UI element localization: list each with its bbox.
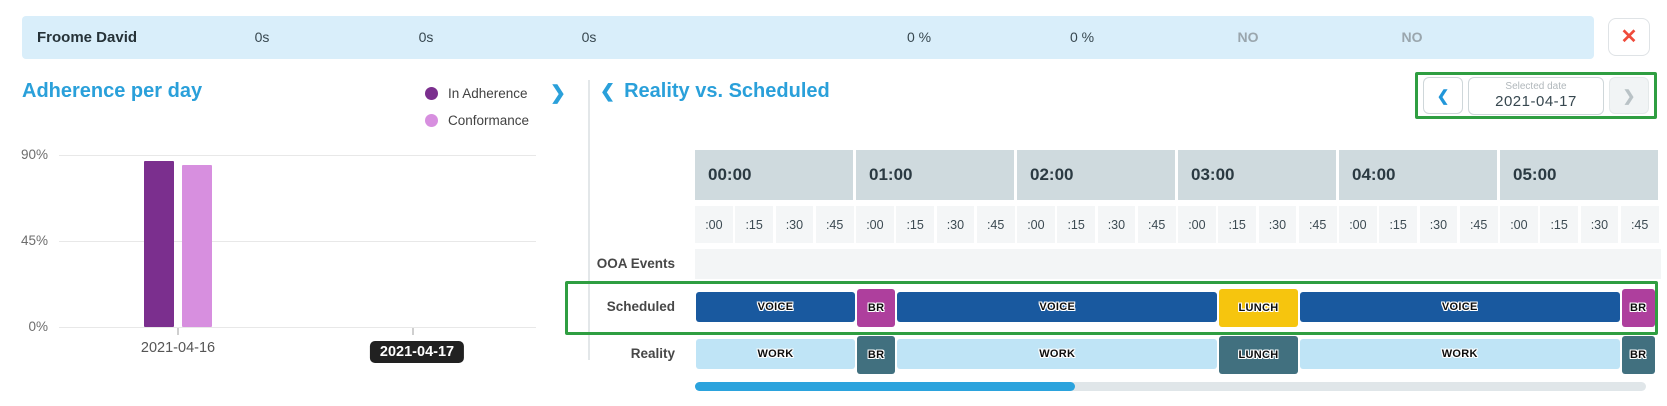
schedule-block-lunch[interactable]: LUNCH [1219,289,1298,327]
prev-date-button[interactable]: ❮ [1423,77,1463,114]
quarter-cell: :15 [1218,206,1257,243]
gridline-45 [59,241,536,242]
chevron-right-icon[interactable]: ❯ [550,83,566,104]
close-icon: ✕ [1620,26,1638,48]
scrollbar-thumb[interactable] [695,382,1075,391]
legend-item[interactable]: In Adherence [425,82,529,104]
gridline-90 [59,155,536,156]
summary-value: 0 % [1069,29,1095,45]
summary-value: NO [1237,29,1259,45]
close-button[interactable]: ✕ [1608,18,1650,56]
xtick-mark [412,328,414,335]
quarter-cell: :00 [695,206,733,243]
ytick-45: 45% [20,233,48,248]
schedule-block-lunch[interactable]: LUNCH [1219,336,1298,374]
schedule-block-br[interactable]: BR [857,289,896,327]
schedule-block-br[interactable]: BR [1621,289,1655,327]
date-navigator-annotation: ❮ Selected date 2021-04-17 ❯ [1415,72,1657,119]
quarter-cell: :45 [976,206,1015,243]
quarter-cell: :00 [1178,206,1216,243]
chart-bar-in-adherence[interactable] [144,160,174,327]
xtick-label: 2021-04-16 [140,340,216,356]
quarter-cell: :00 [1017,206,1055,243]
quarter-cell: :45 [1298,206,1337,243]
quarter-cell: :15 [1379,206,1418,243]
agent-summary-bar[interactable]: Froome David 0s 0s 0s 0 % 0 % NO NO [22,16,1594,59]
quarter-cell: :15 [1540,206,1579,243]
schedule-block-br[interactable]: BR [1621,336,1655,374]
hour-cell: 01:00 [856,150,1014,200]
schedule-block-work[interactable]: WORK [696,339,855,369]
row-label-reality: Reality [630,346,675,361]
quarter-cell: :45 [1620,206,1659,243]
selected-date-tooltip: 2021-04-17 [369,341,465,363]
quarter-cell: :15 [1057,206,1096,243]
scheduled-row-annotation [565,281,1658,335]
summary-value: 0s [418,29,434,45]
adherence-legend: In Adherence Conformance [425,82,529,136]
legend-item[interactable]: Conformance [425,109,529,131]
quarter-cell: :30 [936,206,975,243]
xtick-mark [177,328,179,335]
horizontal-scrollbar[interactable] [695,382,1646,391]
summary-value: 0 % [906,29,932,45]
selected-date-label: Selected date [1505,81,1567,92]
summary-value: 0s [581,29,597,45]
schedule-block-work[interactable]: WORK [897,339,1218,369]
chevron-right-icon: ❯ [1622,87,1636,105]
summary-value: NO [1401,29,1423,45]
quarter-cell: :45 [1459,206,1498,243]
gridline-0 [59,327,536,328]
schedule-block-voice[interactable]: VOICE [696,292,855,322]
quarter-cell: :15 [896,206,935,243]
quarter-cell: :45 [1137,206,1176,243]
quarter-cell: :45 [815,206,854,243]
schedule-block-br[interactable]: BR [857,336,896,374]
quarter-cell: :30 [775,206,814,243]
agent-name: Froome David [37,29,138,46]
hour-cell: 04:00 [1339,150,1497,200]
selected-date-field[interactable]: Selected date 2021-04-17 [1468,76,1604,115]
quarter-cell: :30 [1258,206,1297,243]
quarter-cell: :00 [1500,206,1538,243]
hour-cell: 05:00 [1500,150,1658,200]
schedule-block-voice[interactable]: VOICE [897,292,1218,322]
chevron-left-icon: ❮ [600,81,616,101]
legend-dot [425,113,438,127]
adherence-title: Adherence per day [22,80,203,102]
schedule-title[interactable]: ❮ Reality vs. Scheduled [600,80,830,103]
legend-dot [425,86,438,100]
row-label-scheduled: Scheduled [606,299,675,314]
hour-cell: 03:00 [1178,150,1336,200]
summary-value: 0s [254,29,270,45]
quarter-cell: :30 [1419,206,1458,243]
selected-date-value: 2021-04-17 [1495,93,1577,110]
quarter-cell: :30 [1097,206,1136,243]
row-label-ooa-events: OOA Events [596,256,675,271]
chart-bar-conformance[interactable] [182,164,212,327]
quarter-cell: :00 [1339,206,1377,243]
quarter-cell: :15 [735,206,774,243]
schedule-block-work[interactable]: WORK [1299,339,1620,369]
legend-label: In Adherence [448,85,528,101]
legend-label: Conformance [448,112,530,128]
schedule-block-voice[interactable]: VOICE [1299,292,1620,322]
panel-divider [588,80,590,360]
quarter-cell: :30 [1580,206,1619,243]
quarter-cell: :00 [856,206,894,243]
hour-cell: 00:00 [695,150,853,200]
chevron-left-icon: ❮ [1436,87,1450,105]
next-date-button[interactable]: ❯ [1609,77,1649,114]
ytick-90: 90% [20,147,48,162]
ytick-0: 0% [28,319,48,334]
hour-cell: 02:00 [1017,150,1175,200]
schedule-title-text: Reality vs. Scheduled [624,80,830,102]
ooa-events-band [695,249,1661,279]
